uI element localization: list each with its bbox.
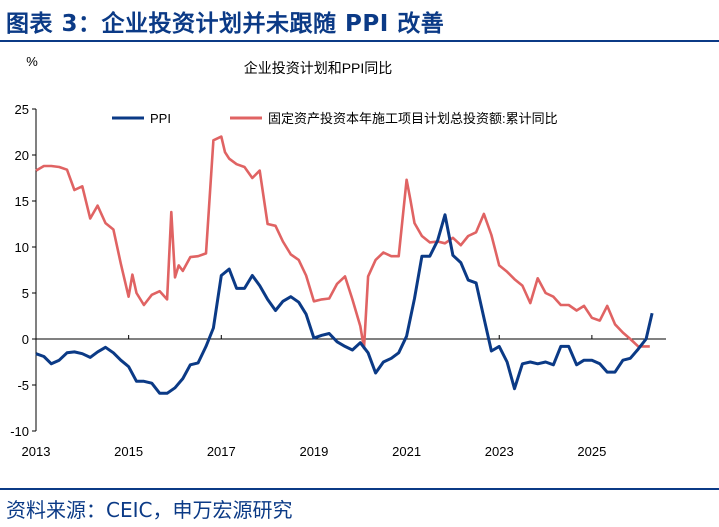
- x-tick-label: 2015: [114, 444, 143, 459]
- source-rule: [0, 488, 719, 490]
- y-tick-label: 15: [15, 194, 29, 209]
- source-note: 资料来源：CEIC，申万宏源研究: [6, 498, 293, 522]
- y-tick-label: 20: [15, 148, 29, 163]
- y-tick-label: 10: [15, 240, 29, 255]
- x-tick-label: 2017: [207, 444, 236, 459]
- x-tick-label: 2013: [22, 444, 51, 459]
- title-rule: [0, 40, 719, 42]
- figure-title: 图表 3：企业投资计划并未跟随 PPI 改善: [6, 11, 445, 37]
- x-tick-label: 2021: [392, 444, 421, 459]
- ppi-series-line: [35, 213, 654, 395]
- x-tick-label: 2025: [577, 444, 606, 459]
- y-tick-label: 0: [22, 332, 29, 347]
- y-tick-label: 25: [15, 102, 29, 117]
- x-tick-label: 2023: [485, 444, 514, 459]
- series-lines: [35, 135, 654, 395]
- y-axis-unit: %: [26, 54, 38, 69]
- y-tick-label: -10: [10, 424, 29, 439]
- y-tick-label: 5: [22, 286, 29, 301]
- investment-plan-series-line: [35, 135, 650, 350]
- legend-investment-plan-label: 固定资产投资本年施工项目计划总投资额:累计同比: [268, 111, 558, 126]
- y-tick-label: -5: [17, 378, 29, 393]
- legend: PPI 固定资产投资本年施工项目计划总投资额:累计同比: [112, 111, 558, 126]
- chart-title: 企业投资计划和PPI同比: [244, 60, 393, 76]
- legend-ppi-label: PPI: [150, 111, 171, 126]
- x-tick-label: 2019: [299, 444, 328, 459]
